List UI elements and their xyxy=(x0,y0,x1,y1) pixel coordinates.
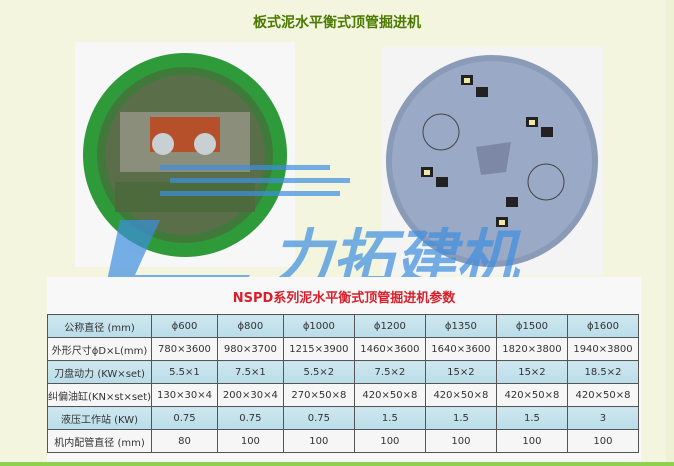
table-cell: 1640×3600 xyxy=(424,337,497,361)
table-cell: ϕ1000 xyxy=(282,314,355,338)
row-label: 外形尺寸ϕD×L(mm) xyxy=(46,337,153,361)
table-cell: 420×50×8 xyxy=(495,383,568,407)
machine-rear-image xyxy=(83,53,287,257)
table-cell: 100 xyxy=(566,429,640,453)
bottom-bar xyxy=(0,462,674,466)
table-cell: 5.5×1 xyxy=(151,360,218,384)
table-row: 刀盘动力 (KW×set) 5.5×1 7.5×1 5.5×2 7.5×2 15×2 15×… xyxy=(46,360,640,384)
table-cell: 15×2 xyxy=(495,360,568,384)
table-cell: 100 xyxy=(353,429,426,453)
table-cell: 3 xyxy=(566,406,640,430)
cutterhead-front-image xyxy=(386,55,598,267)
table-title: NSPD系列泥水平衡式顶管掘进机参数 xyxy=(232,291,456,306)
table-cell: 7.5×2 xyxy=(353,360,426,384)
row-label: 刀盘动力 (KW×set) xyxy=(46,360,153,384)
table-row: 液压工作站 (KW) 0.75 0.75 0.75 1.5 1.5 1.5 3 xyxy=(46,406,640,430)
cutterhead-photo-rear xyxy=(75,42,295,267)
table-cell: 420×50×8 xyxy=(424,383,497,407)
row-label: 纠偏油缸(KN×st×set) xyxy=(46,383,153,407)
table-cell: 7.5×1 xyxy=(216,360,284,384)
row-label: 液压工作站 (KW) xyxy=(46,406,153,430)
table-cell: 200×30×4 xyxy=(216,383,284,407)
table-cell: ϕ1600 xyxy=(566,314,640,338)
table-row: 纠偏油缸(KN×st×set) 130×30×4 200×30×4 270×50×8 4… xyxy=(46,383,640,407)
table-cell: 80 xyxy=(151,429,218,453)
table-row: 公称直径 (mm) ϕ600 ϕ800 ϕ1000 ϕ1200 ϕ1350 ϕ1500 ϕ16… xyxy=(46,314,640,338)
table-cell: 100 xyxy=(216,429,284,453)
table-cell: 1820×3800 xyxy=(495,337,568,361)
table-cell: 100 xyxy=(282,429,355,453)
right-border xyxy=(666,0,674,466)
table-cell: 1.5 xyxy=(424,406,497,430)
row-label: 机内配管直径 (mm) xyxy=(46,429,153,453)
table-cell: 100 xyxy=(495,429,568,453)
table-cell: 420×50×8 xyxy=(353,383,426,407)
table-row: 外形尺寸ϕD×L(mm) 780×3600 980×3700 1215×3900 146… xyxy=(46,337,640,361)
table-cell: 0.75 xyxy=(282,406,355,430)
table-cell: ϕ1500 xyxy=(495,314,568,338)
table-cell: ϕ600 xyxy=(151,314,218,338)
table-cell: 5.5×2 xyxy=(282,360,355,384)
table-cell: 1940×3800 xyxy=(566,337,640,361)
table-cell: 1.5 xyxy=(353,406,426,430)
table-cell: 1215×3900 xyxy=(282,337,355,361)
table-cell: 130×30×4 xyxy=(151,383,218,407)
parameter-panel: NSPD系列泥水平衡式顶管掘进机参数 公称直径 (mm) ϕ600 ϕ800 ϕ100… xyxy=(46,277,641,462)
table-cell: ϕ1350 xyxy=(424,314,497,338)
table-cell: 15×2 xyxy=(424,360,497,384)
table-cell: 270×50×8 xyxy=(282,383,355,407)
table-cell: 100 xyxy=(424,429,497,453)
table-cell: ϕ800 xyxy=(216,314,284,338)
table-cell: 780×3600 xyxy=(151,337,218,361)
table-cell: 0.75 xyxy=(216,406,284,430)
table-cell: 1460×3600 xyxy=(353,337,426,361)
page-title: 板式泥水平衡式顶管掘进机 xyxy=(253,15,421,31)
table-cell: ϕ1200 xyxy=(353,314,426,338)
table-cell: 980×3700 xyxy=(216,337,284,361)
table-row: 机内配管直径 (mm) 80 100 100 100 100 100 100 xyxy=(46,429,640,453)
table-cell: 420×50×8 xyxy=(566,383,640,407)
row-label: 公称直径 (mm) xyxy=(46,314,153,338)
parameter-table: 公称直径 (mm) ϕ600 ϕ800 ϕ1000 ϕ1200 ϕ1350 ϕ1500 ϕ16… xyxy=(46,314,640,453)
cutterhead-photo-front xyxy=(381,47,603,275)
table-cell: 0.75 xyxy=(151,406,218,430)
table-cell: 1.5 xyxy=(495,406,568,430)
table-cell: 18.5×2 xyxy=(566,360,640,384)
